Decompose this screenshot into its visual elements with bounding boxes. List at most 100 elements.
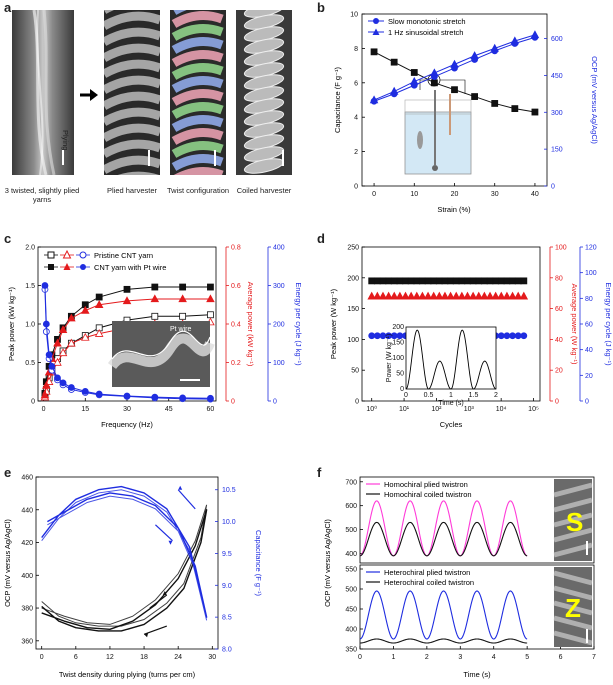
e-ocp-loop [41,509,208,632]
electrochemical-cell-inset: V [404,73,472,175]
c-xtick-label: 45 [165,406,173,413]
b-point-capacitance [531,108,539,116]
d-ytick-left-label: 250 [347,245,359,252]
legend-f-homochiral-plied: Homochiral plied twistron [384,480,468,489]
d-ytick-mid-label: 0 [555,399,559,406]
b-point-capacitance [451,86,458,94]
d-ytick-mid-label: 100 [555,245,567,252]
b-xtick-label: 10 [410,191,418,198]
sem-inset-homochiral: S [553,479,593,561]
b-point-capacitance [430,79,438,87]
legend-c: Pristine CNT yarn CNT yarn with Pt wire [44,249,166,272]
c-ytick-mid-label: 0.8 [231,245,241,252]
chart-b: 0 10 20 30 40 0 2 4 6 8 10 0 150 300 450 600 V Slow mon… [333,12,599,215]
e-arrowhead-down [144,633,149,638]
legend-c-pristine: Pristine CNT yarn [94,251,153,260]
d-point-average-power [485,291,495,300]
e-arrow-cap2 [155,524,173,542]
d-point-peak-power [413,277,421,285]
f-xtick-label: 4 [492,654,496,661]
d-xlabel: Cycles [440,420,463,429]
c-point [53,338,62,347]
f-line-heterochiral-coiled-twistron [359,638,528,644]
legend-f-top: Homochiral plied twistron Homochiral coi… [366,480,472,499]
b-point-ocp [530,30,540,39]
d-ytick-mid-label: 20 [555,368,563,375]
d-point-peak-power [497,277,505,285]
f-xtick-label: 1 [391,654,395,661]
c-ylabel-right: Energy per cycle (J kg⁻¹) [294,282,303,366]
d-ytick-right-label: 40 [585,347,593,354]
c-point [122,296,132,305]
c-xtick-label: 15 [81,406,89,413]
e-xtick-label: 0 [40,654,44,661]
c-ylabel-mid: Average power (kW kg⁻¹) [246,282,255,367]
d-point-peak-power [509,277,516,285]
b-xtick-label: 0 [372,191,376,198]
d-point-energy-per-cycle [503,332,511,340]
b-ytick-left-label: 10 [350,12,358,19]
e-xtick-label: 12 [106,654,114,661]
c-ytick-mid-label: 0.2 [231,360,241,367]
c-ytick-left-label: 1.0 [25,322,35,329]
d-point-average-power [480,291,489,300]
d-ytick-right-label: 100 [585,270,597,277]
c-ytick-left-label: 0.5 [25,360,35,367]
d-point-average-power [384,291,393,300]
e-ylabel-right: Capacitance (F g⁻¹) [254,530,263,597]
panel-letter-e: e [4,465,12,480]
d-point-peak-power [396,277,404,285]
b-xtick-label: 40 [531,191,539,198]
c-point [179,312,187,320]
c-point [95,293,103,301]
c-ytick-mid-label: 0.6 [231,283,241,290]
inset-sem-c: Pt wire [107,321,215,387]
b-point-ocp [389,86,399,95]
c-point [207,283,214,291]
c-ytick-left-label: 1.5 [25,283,35,290]
b-point-ocp [470,51,479,59]
c-xtick-label: 30 [123,406,131,413]
b-point-ocp [510,36,520,45]
d-ytick-right-label: 0 [585,399,589,406]
b-ytick-right-label: 0 [551,184,555,191]
letter-s: S [566,507,583,537]
panel-letter-a: a [4,0,12,15]
c-ytick-mid-label: 0 [231,399,235,406]
e-ytick-left-label: 460 [21,475,33,482]
f-ytick-label-top: 500 [345,527,357,534]
d-xtick-label: 10⁰ [366,405,377,413]
d-point-energy-per-cycle [497,332,505,340]
c-point [81,332,90,341]
c-ylabel-left: Peak power (kW kg⁻¹) [7,287,16,361]
d-ytick-right-label: 60 [585,322,593,329]
d-point-peak-power [424,277,432,285]
d-point-peak-power [480,277,488,285]
c-point [53,357,62,366]
b-point-capacitance [390,58,398,66]
d-point-average-power [508,291,517,300]
d-point-average-power [401,291,410,300]
c-ytick-mid-label: 0.4 [231,322,241,329]
e-xtick-label: 30 [208,654,216,661]
d-point-average-power [457,291,467,300]
d-xtick-label: 10¹ [399,406,410,413]
c-point [58,325,68,333]
plot-frame-f-top [359,476,595,564]
b-point-ocp [430,68,439,77]
d-point-peak-power [373,277,381,285]
b-ytick-right-label: 450 [551,73,563,80]
b-ytick-left-label: 8 [354,46,358,53]
d-point-average-power [423,291,433,300]
panel-letter-d: d [317,231,325,246]
caption-plied-harvester: Plied harvester [106,186,158,195]
c-point [179,283,187,291]
d-point-energy-per-cycle [509,332,516,340]
legend-b-sinusoidal: 1 Hz sinusoidal stretch [388,28,463,37]
legend-f-heterochiral-coiled: Heterochiral coiled twistron [384,578,474,587]
c-ytick-left-label: 0 [31,399,35,406]
e-ylabel-left: OCP (mV versus Ag/AgCl) [3,519,12,607]
f-ytick-label-top: 400 [345,551,357,558]
d-point-average-power [373,291,382,300]
chart-e: 0 6 12 18 24 30 360 380 400 420 440 460 8.0 8.5 9.0 9.5… [3,475,263,680]
